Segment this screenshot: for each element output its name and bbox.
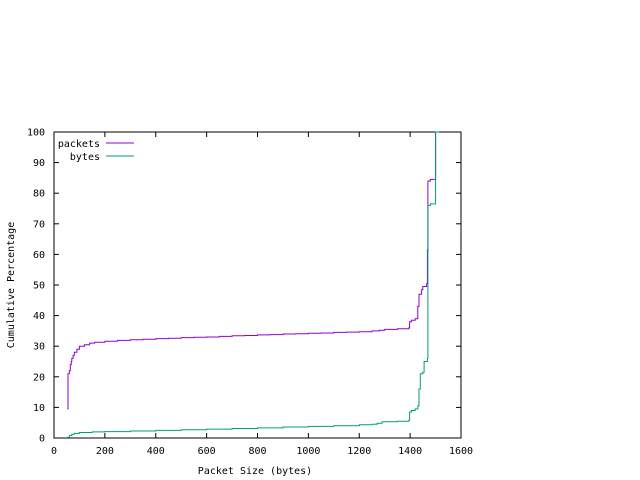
x-tick-label: 0 bbox=[51, 446, 57, 457]
plot-frame bbox=[53, 131, 462, 439]
series-lines bbox=[67, 131, 440, 438]
series-line-bytes bbox=[67, 131, 440, 438]
y-tick-label: 40 bbox=[33, 311, 45, 322]
y-tick-label: 100 bbox=[27, 128, 45, 139]
y-tick-label: 70 bbox=[33, 219, 45, 230]
x-tick-label: 1000 bbox=[296, 446, 320, 457]
legend-label-packets: packets bbox=[58, 139, 100, 150]
x-tick-label: 1400 bbox=[398, 446, 422, 457]
y-tick-label: 10 bbox=[33, 403, 45, 414]
y-axis-label: Cumulative Percentage bbox=[6, 222, 17, 348]
x-tick-label: 600 bbox=[198, 446, 216, 457]
y-axis-ticks: 0 10 20 30 40 50 60 70 80 90 100 bbox=[27, 128, 461, 445]
x-axis-label: Packet Size (bytes) bbox=[198, 466, 312, 477]
y-tick-label: 80 bbox=[33, 189, 45, 200]
x-axis-ticks: 0 200 400 600 800 1000 1200 1400 1600 bbox=[51, 132, 473, 457]
x-tick-label: 1600 bbox=[449, 446, 473, 457]
y-tick-label: 60 bbox=[33, 250, 45, 261]
y-tick-label: 0 bbox=[39, 434, 45, 445]
y-tick-label: 20 bbox=[33, 372, 45, 383]
x-tick-label: 200 bbox=[96, 446, 114, 457]
y-tick-label: 30 bbox=[33, 342, 45, 353]
x-tick-label: 400 bbox=[147, 446, 165, 457]
legend-label-bytes: bytes bbox=[70, 152, 100, 163]
x-tick-label: 1200 bbox=[347, 446, 371, 457]
y-tick-label: 50 bbox=[33, 281, 45, 292]
x-tick-label: 800 bbox=[248, 446, 266, 457]
series-line-packets bbox=[67, 131, 440, 410]
y-tick-label: 90 bbox=[33, 158, 45, 169]
legend: packets bytes bbox=[58, 139, 134, 163]
